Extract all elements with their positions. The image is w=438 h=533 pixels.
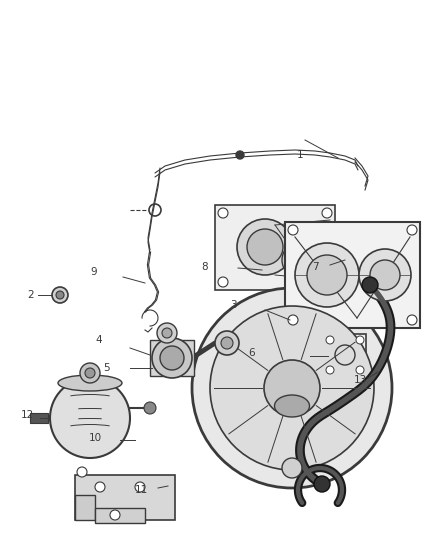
Ellipse shape — [58, 375, 122, 391]
Circle shape — [192, 288, 392, 488]
Text: 6: 6 — [249, 348, 255, 358]
Circle shape — [288, 315, 298, 325]
Circle shape — [110, 510, 120, 520]
Bar — [95, 508, 145, 523]
Text: 1: 1 — [297, 150, 303, 160]
Circle shape — [356, 336, 364, 344]
Text: 13: 13 — [353, 375, 367, 385]
Bar — [215, 205, 335, 290]
Circle shape — [50, 378, 130, 458]
Circle shape — [218, 277, 228, 287]
Text: 5: 5 — [104, 363, 110, 373]
Bar — [30, 413, 48, 423]
Circle shape — [288, 225, 298, 235]
Bar — [150, 340, 194, 376]
Bar — [75, 495, 95, 520]
Circle shape — [407, 225, 417, 235]
Circle shape — [407, 315, 417, 325]
Text: 9: 9 — [91, 267, 97, 277]
Circle shape — [326, 336, 334, 344]
Circle shape — [247, 229, 283, 265]
Circle shape — [282, 458, 302, 478]
Circle shape — [215, 331, 239, 355]
Circle shape — [295, 243, 359, 307]
Circle shape — [326, 366, 334, 374]
Circle shape — [218, 208, 228, 218]
Circle shape — [56, 291, 64, 299]
Text: 8: 8 — [201, 262, 208, 272]
Text: 4: 4 — [95, 335, 102, 345]
Bar — [324, 334, 366, 376]
Circle shape — [152, 338, 192, 378]
Circle shape — [236, 151, 244, 159]
Text: 12: 12 — [21, 410, 34, 420]
Circle shape — [52, 287, 68, 303]
Circle shape — [322, 208, 332, 218]
Circle shape — [282, 242, 318, 278]
Circle shape — [362, 277, 378, 293]
Circle shape — [144, 402, 156, 414]
Circle shape — [95, 482, 105, 492]
Circle shape — [307, 255, 347, 295]
Circle shape — [221, 337, 233, 349]
Circle shape — [160, 346, 184, 370]
Circle shape — [356, 366, 364, 374]
Ellipse shape — [275, 395, 310, 417]
Circle shape — [135, 482, 145, 492]
Circle shape — [237, 219, 293, 275]
Circle shape — [162, 328, 172, 338]
Circle shape — [264, 360, 320, 416]
Text: 10: 10 — [88, 433, 102, 443]
Circle shape — [359, 249, 411, 301]
Circle shape — [80, 363, 100, 383]
Circle shape — [77, 467, 87, 477]
Circle shape — [210, 306, 374, 470]
Text: 3: 3 — [230, 300, 237, 310]
Circle shape — [157, 323, 177, 343]
Text: 11: 11 — [134, 485, 148, 495]
Circle shape — [370, 260, 400, 290]
Circle shape — [85, 368, 95, 378]
Circle shape — [314, 476, 330, 492]
Bar — [285, 222, 420, 328]
Circle shape — [322, 277, 332, 287]
Text: 2: 2 — [28, 290, 34, 300]
FancyBboxPatch shape — [75, 475, 175, 520]
Text: 7: 7 — [312, 262, 318, 272]
